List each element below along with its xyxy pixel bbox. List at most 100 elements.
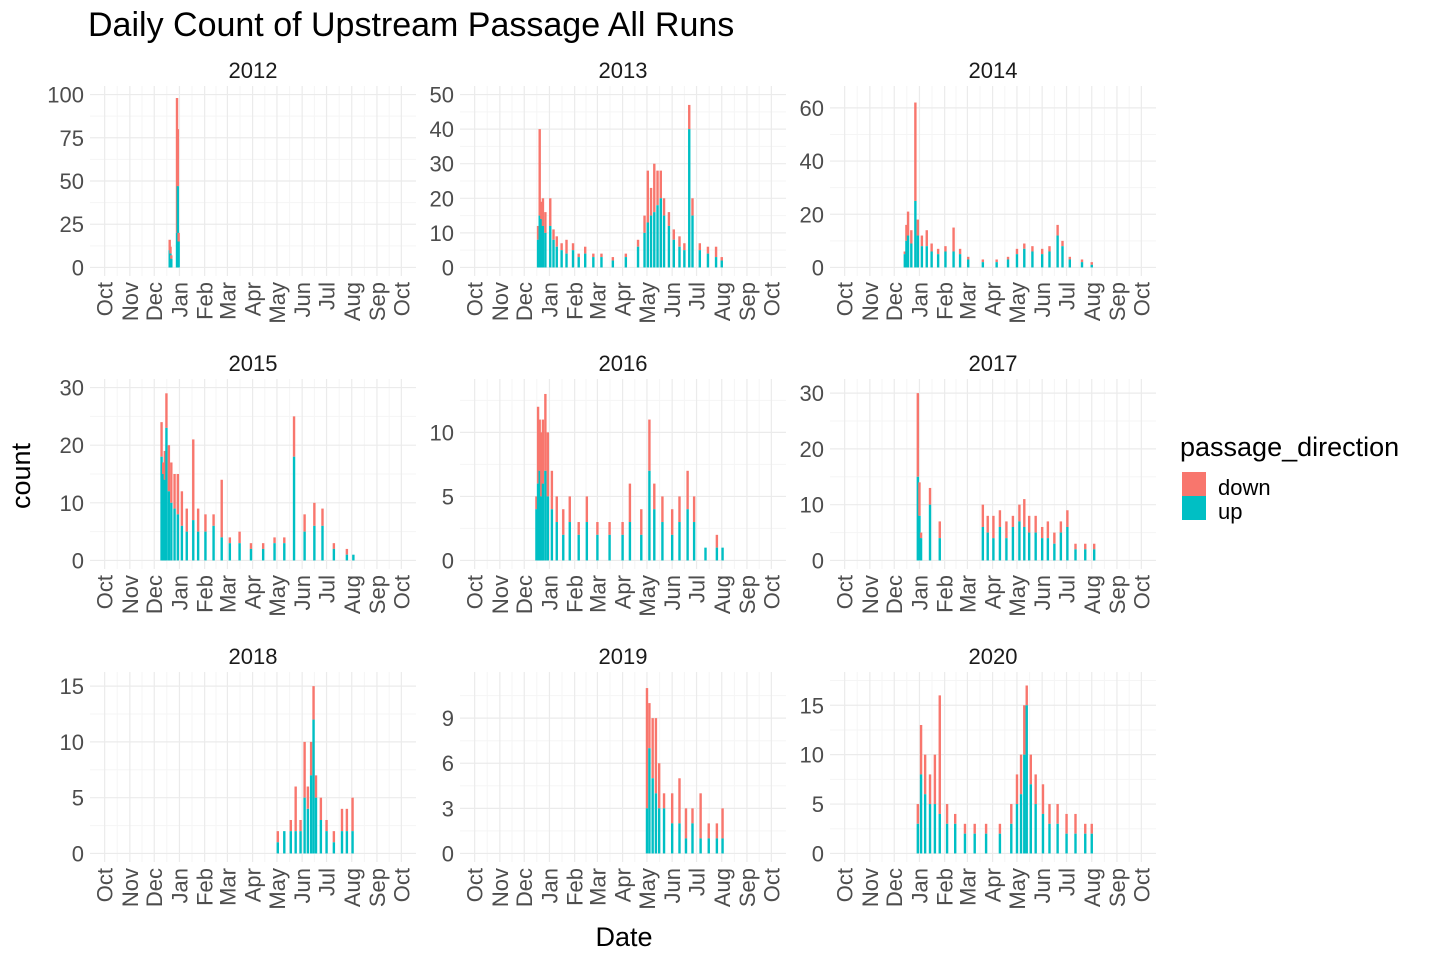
- x-tick-label: Aug: [710, 282, 735, 321]
- bar-down: [1031, 246, 1034, 252]
- bar-down: [919, 532, 923, 539]
- x-axis-title: Date: [595, 922, 652, 952]
- x-tick-label: Sep: [735, 868, 760, 907]
- bar-up: [340, 831, 344, 854]
- bar-up: [1040, 538, 1044, 561]
- bar-up: [1084, 833, 1087, 854]
- bar-down: [351, 797, 354, 832]
- bar-up: [1034, 532, 1037, 561]
- bar-down: [535, 496, 538, 510]
- facet-label: 2018: [229, 644, 278, 669]
- y-tick-label: 10: [60, 491, 84, 516]
- bar-down: [565, 239, 568, 254]
- x-tick-label: Feb: [563, 282, 588, 320]
- x-tick-label: Aug: [710, 868, 735, 907]
- x-tick-label: Jun: [660, 282, 685, 317]
- x-tick-label: May: [1005, 868, 1030, 910]
- bar-up: [163, 479, 167, 561]
- bar-up: [536, 483, 540, 561]
- bar-down: [332, 831, 336, 843]
- bar-up: [628, 522, 632, 561]
- bar-up: [646, 222, 649, 268]
- bar-down: [592, 253, 595, 258]
- bar-down: [608, 522, 611, 535]
- bar-down: [916, 804, 920, 824]
- bar-up: [1066, 526, 1069, 561]
- x-tick-label: Oct: [759, 868, 784, 902]
- bar-down: [541, 419, 545, 484]
- x-tick-label: Jun: [290, 575, 315, 610]
- y-tick-label: 30: [430, 152, 454, 177]
- bar-down: [546, 432, 550, 497]
- x-tick-label: Sep: [365, 575, 390, 614]
- facet-label: 2016: [599, 351, 648, 376]
- bar-up: [325, 831, 328, 854]
- bar-up: [562, 534, 565, 561]
- bar-down: [1027, 515, 1031, 533]
- legend-label-up: up: [1218, 499, 1242, 524]
- bar-up: [984, 833, 988, 854]
- bar-down: [654, 718, 658, 794]
- bar-down: [938, 521, 941, 539]
- bar-down: [1040, 248, 1044, 255]
- bar-up: [670, 534, 674, 561]
- bar-down: [1015, 248, 1019, 255]
- bar-up: [332, 548, 336, 561]
- bar-up: [314, 797, 318, 854]
- bar-down: [167, 445, 171, 492]
- bar-down: [1068, 256, 1072, 260]
- bar-down: [640, 509, 643, 535]
- bar-down: [986, 515, 989, 533]
- legend-swatch-up: [1182, 496, 1206, 520]
- x-tick-label: Mar: [955, 868, 980, 906]
- y-tick-label: 50: [60, 169, 84, 194]
- y-tick-label: 0: [812, 255, 824, 280]
- bar-down: [321, 508, 324, 526]
- x-tick-label: Oct: [389, 282, 414, 316]
- bar-up: [1034, 804, 1037, 854]
- x-tick-label: Nov: [858, 282, 883, 321]
- bar-up: [584, 253, 587, 268]
- x-tick-label: Jul: [685, 282, 710, 310]
- bar-up: [600, 257, 603, 268]
- bar-down: [928, 774, 932, 805]
- bar-down: [1006, 256, 1010, 260]
- x-tick-label: Apr: [981, 575, 1006, 609]
- x-tick-label: Dec: [142, 282, 167, 321]
- bar-down: [549, 198, 552, 226]
- bar-down: [584, 246, 587, 254]
- bar-down: [992, 515, 995, 539]
- bar-up: [352, 554, 355, 561]
- bar-up: [170, 502, 173, 561]
- x-tick-label: Jan: [907, 868, 932, 903]
- bar-down: [249, 543, 253, 549]
- bar-up: [678, 823, 681, 854]
- bar-down: [220, 479, 223, 538]
- bar-down: [1084, 543, 1087, 550]
- bar-down: [1023, 499, 1026, 527]
- bar-down: [954, 813, 957, 824]
- bar-down: [656, 170, 659, 206]
- bar-up: [309, 775, 313, 854]
- x-tick-label: Oct: [93, 575, 118, 609]
- bar-down: [715, 823, 719, 839]
- bar-down: [1005, 521, 1008, 539]
- bar-down: [919, 725, 923, 775]
- x-tick-label: Dec: [142, 575, 167, 614]
- x-tick-label: Oct: [463, 575, 488, 609]
- x-tick-label: Aug: [710, 575, 735, 614]
- bar-up: [185, 531, 188, 561]
- bar-down: [314, 775, 318, 798]
- bar-up: [649, 215, 653, 268]
- bar-down: [659, 170, 662, 199]
- bar-up: [345, 554, 349, 561]
- bar-up: [538, 470, 541, 561]
- bar-up: [319, 819, 323, 854]
- bar-down: [173, 474, 176, 509]
- x-tick-label: Sep: [365, 868, 390, 907]
- x-tick-label: Jun: [660, 868, 685, 903]
- bar-up: [933, 804, 937, 854]
